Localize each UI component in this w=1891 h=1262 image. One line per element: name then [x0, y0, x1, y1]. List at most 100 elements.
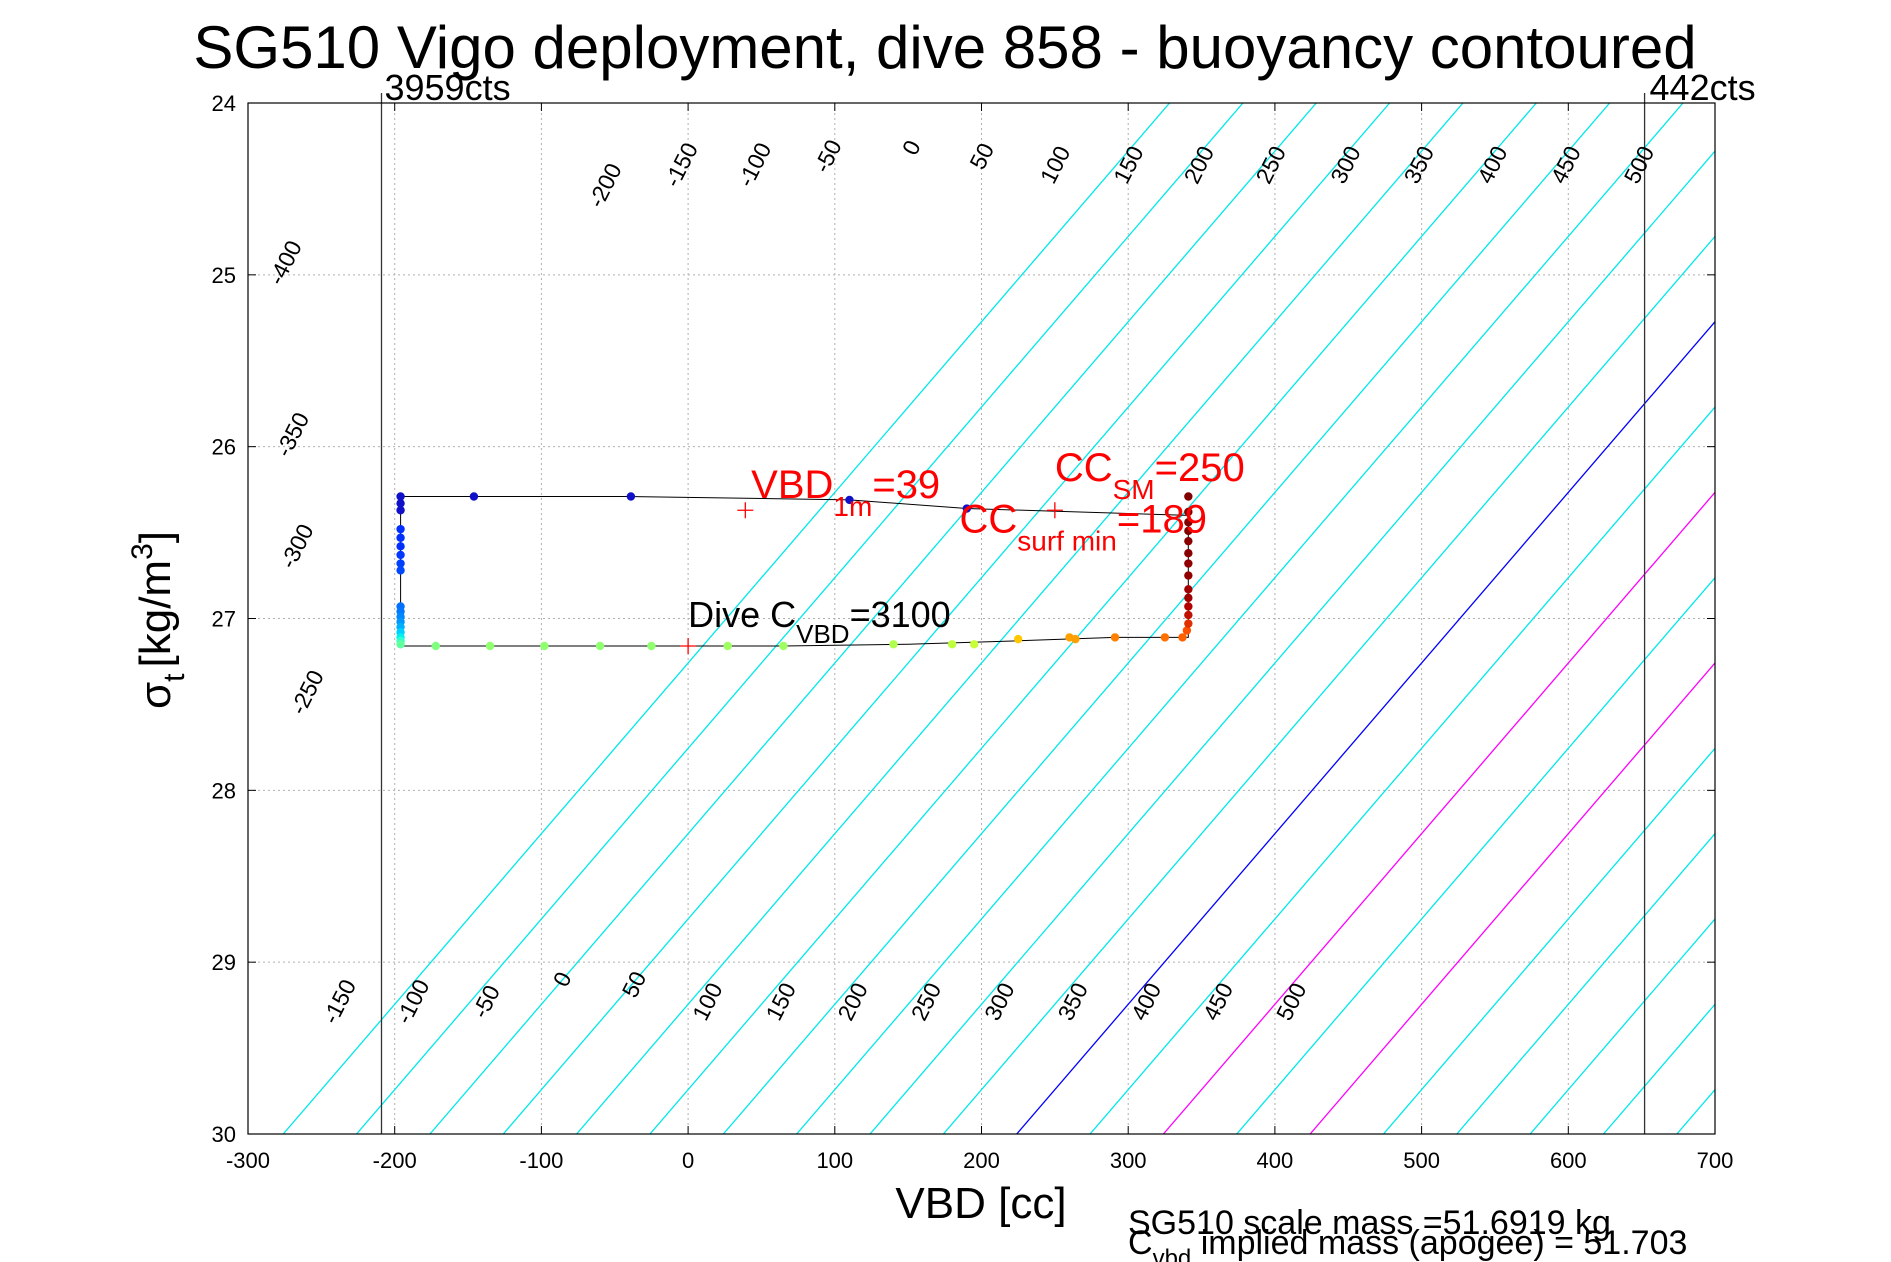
dive-point	[1184, 526, 1193, 536]
contour-label: -100	[732, 138, 776, 191]
y-axis-label-sub: t	[158, 673, 191, 682]
dive-point	[1184, 619, 1193, 628]
contour-label: 150	[760, 978, 801, 1024]
annotation-cc-surf-min-sub: surf min	[1017, 526, 1117, 557]
contour-line-500	[1750, 103, 1891, 1134]
contour-label: -100	[390, 975, 434, 1028]
contour-line-150	[1236, 576, 1715, 1134]
contour-label: 200	[1179, 142, 1220, 188]
dive-point	[779, 641, 788, 651]
y-axis-label-sup: 3	[126, 543, 159, 560]
dive-points	[396, 492, 1193, 651]
annotation-vbd-1m: VBD1m=39	[751, 463, 940, 522]
dive-point	[396, 533, 405, 542]
dive-point	[396, 506, 405, 515]
grid-lines	[248, 103, 1715, 1134]
y-tick-label: 29	[212, 950, 236, 975]
contour-label: 100	[687, 978, 728, 1024]
annotation-dive-cvbd-main: Dive C	[688, 594, 796, 635]
dive-point	[1184, 602, 1193, 611]
dive-point	[485, 641, 495, 651]
dive-point	[1184, 610, 1193, 620]
y-tick-label: 30	[212, 1122, 236, 1147]
marker-plus	[737, 502, 754, 519]
annotation-vbd-1m-value: =39	[872, 463, 940, 507]
dive-point	[626, 492, 636, 501]
contour-label: 100	[1035, 142, 1076, 188]
dive-point	[1184, 585, 1193, 594]
dive-point	[1160, 633, 1170, 642]
y-axis-label: σt [kg/m3]	[126, 531, 191, 709]
x-tick-label: 100	[816, 1148, 853, 1173]
contour-labels: -400 -350 -300 -250 -200 -150 -100 -50 0 50 100 150…	[263, 135, 1659, 1028]
dive-point	[962, 504, 972, 513]
x-tick-label: 0	[682, 1148, 694, 1173]
contour-label: 200	[832, 978, 873, 1024]
dive-point	[595, 641, 605, 651]
contour-label: 400	[1126, 978, 1167, 1024]
contour-line--350	[502, 103, 1391, 1134]
contour-label: 450	[1545, 142, 1586, 188]
chart-title: SG510 Vigo deployment, dive 858 - buoyan…	[193, 14, 1696, 81]
contour-line--150	[796, 103, 1684, 1134]
contour-label: -400	[263, 236, 307, 289]
dive-point	[845, 495, 854, 505]
footer-scale-mass: SG510 scale mass =51.6919 kg	[1128, 1204, 1611, 1242]
dive-point	[1110, 633, 1120, 642]
buoyancy-contours	[282, 103, 1891, 1134]
contour-label: 250	[906, 978, 947, 1024]
x-tick-label: 200	[963, 1148, 1000, 1173]
x-tick-label: 300	[1110, 1148, 1147, 1173]
dive-point	[396, 542, 405, 551]
x-tick-label: -100	[519, 1148, 563, 1173]
annotation-cc-surf-min-value: =189	[1117, 498, 1207, 542]
y-tick-label: 28	[212, 778, 236, 803]
contour-line--50	[942, 235, 1715, 1134]
dive-point	[1178, 633, 1187, 642]
x-tick-label: 400	[1257, 1148, 1294, 1173]
x-tick-label: 500	[1403, 1148, 1440, 1173]
dive-point	[723, 641, 732, 651]
count-limit-lines: 3959cts 442cts	[380, 67, 1756, 1134]
contour-label: 500	[1619, 142, 1660, 188]
contour-label: 300	[979, 978, 1020, 1024]
annotation-cc-sm-value: =250	[1155, 446, 1245, 490]
contour-label: 350	[1052, 978, 1093, 1024]
contour-label: 50	[964, 139, 999, 174]
dive-point	[469, 492, 479, 501]
contour-label: -300	[275, 520, 319, 573]
y-axis-ticks: 24 25 26 27 28 29 30	[212, 91, 1715, 1147]
dive-point	[1184, 549, 1193, 558]
contour-line--100	[869, 150, 1715, 1134]
contour-label: 500	[1271, 978, 1312, 1024]
dive-point	[1071, 634, 1080, 644]
footer-rest: implied mass (apogee) = 51.703	[1191, 1224, 1687, 1262]
contour-line--500	[282, 103, 1171, 1134]
annotation-dive-cvbd-value: =3100	[850, 594, 951, 635]
annotation-vbd-1m-main: VBD	[751, 463, 833, 507]
contour-line-550	[1824, 103, 1891, 1134]
count-label: 442cts	[1650, 67, 1756, 108]
contour-line-300	[1456, 832, 1715, 1134]
y-tick-label: 27	[212, 607, 236, 632]
annotation-cc-sm-sub: SM	[1113, 474, 1155, 505]
contour-label: -250	[285, 666, 329, 719]
contour-label: 0	[548, 968, 577, 991]
y-tick-label: 24	[212, 91, 236, 116]
x-axis-ticks: -300 -200 -100 0 100 200 300 400 500 600 700	[226, 103, 1733, 1173]
contour-label: 150	[1108, 142, 1149, 188]
annotation-vbd-1m-sub: 1m	[833, 491, 872, 522]
dive-point	[396, 499, 405, 508]
y-tick-label: 26	[212, 435, 236, 460]
contour-line--450	[356, 103, 1244, 1134]
dive-point	[1184, 492, 1193, 501]
contour-line--250	[649, 103, 1537, 1134]
dive-point	[947, 640, 957, 649]
dive-point	[540, 641, 549, 651]
contour-label: 350	[1399, 142, 1440, 188]
x-tick-label: -300	[226, 1148, 270, 1173]
dive-point	[1182, 626, 1192, 635]
dive-point	[647, 641, 656, 651]
dive-point	[396, 640, 405, 649]
